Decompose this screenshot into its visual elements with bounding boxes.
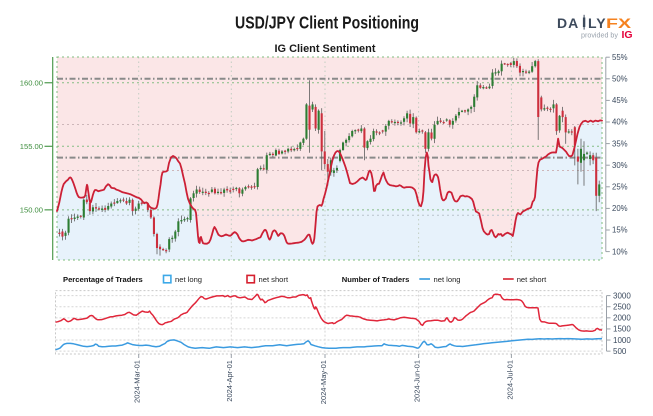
svg-text:2024-Jun-01: 2024-Jun-01 xyxy=(413,360,422,402)
svg-text:DA: DA xyxy=(557,15,579,31)
svg-text:3000: 3000 xyxy=(613,291,631,300)
svg-text:55%: 55% xyxy=(612,53,628,62)
svg-text:1500: 1500 xyxy=(613,325,631,334)
svg-text:2024-Apr-01: 2024-Apr-01 xyxy=(225,360,234,402)
svg-text:10%: 10% xyxy=(612,247,628,256)
svg-text:net long: net long xyxy=(434,275,461,284)
svg-text:LY: LY xyxy=(588,15,607,31)
svg-text:50%: 50% xyxy=(612,75,628,84)
svg-text:provided by: provided by xyxy=(581,33,618,40)
svg-text:IG Client Sentiment: IG Client Sentiment xyxy=(275,43,376,55)
svg-text:2024-May-01: 2024-May-01 xyxy=(319,360,328,404)
svg-text:IG: IG xyxy=(622,29,633,41)
svg-text:20%: 20% xyxy=(612,204,628,213)
svg-text:net short: net short xyxy=(517,275,547,284)
svg-text:Percentage of Traders: Percentage of Traders xyxy=(63,275,143,284)
svg-text:USD/JPY Client Positioning: USD/JPY Client Positioning xyxy=(235,13,419,33)
svg-text:Number of Traders: Number of Traders xyxy=(342,275,410,284)
svg-text:2024-Mar-01: 2024-Mar-01 xyxy=(133,360,142,403)
svg-text:40%: 40% xyxy=(612,118,628,127)
svg-text:155.00: 155.00 xyxy=(20,142,43,151)
svg-text:net long: net long xyxy=(175,275,202,284)
svg-text:2500: 2500 xyxy=(613,303,631,312)
svg-text:45%: 45% xyxy=(612,96,628,105)
svg-text:15%: 15% xyxy=(612,226,628,235)
svg-text:1000: 1000 xyxy=(613,336,631,345)
svg-text:35%: 35% xyxy=(612,139,628,148)
svg-text:500: 500 xyxy=(613,347,627,356)
svg-text:30%: 30% xyxy=(612,161,628,170)
svg-text:150.00: 150.00 xyxy=(20,205,43,214)
svg-text:160.00: 160.00 xyxy=(20,78,43,87)
svg-text:FX: FX xyxy=(606,15,632,31)
svg-text:net short: net short xyxy=(259,275,289,284)
svg-text:2000: 2000 xyxy=(613,314,631,323)
svg-text:25%: 25% xyxy=(612,183,628,192)
svg-text:2024-Jul-01: 2024-Jul-01 xyxy=(505,360,514,400)
